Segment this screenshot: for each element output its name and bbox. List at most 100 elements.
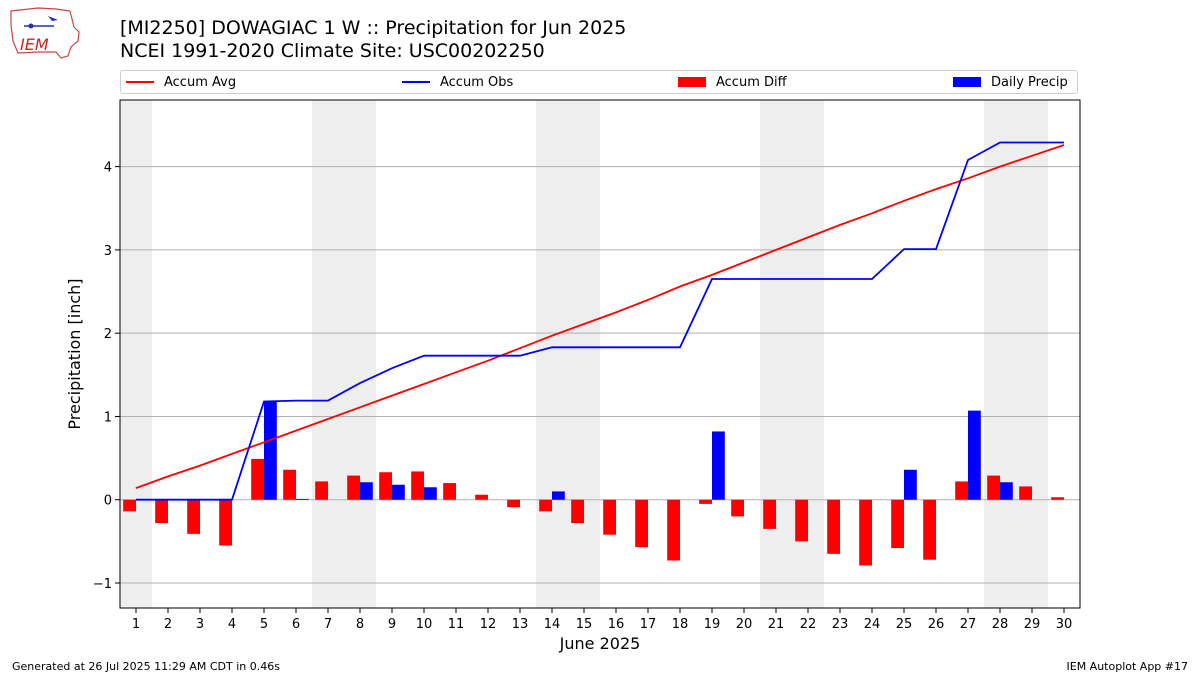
- x-tick-label: 3: [196, 617, 204, 632]
- x-tick-label: 17: [640, 617, 657, 632]
- daily-precip-bar: [392, 484, 405, 500]
- y-axis-ticks: −1 0 1 2 3 4: [93, 161, 120, 592]
- weekend-band: [1016, 100, 1048, 608]
- y-tick-label: 4: [104, 161, 112, 176]
- daily-precip-bar: [424, 487, 437, 500]
- x-tick-label: 18: [672, 617, 689, 632]
- x-tick-label: 7: [324, 617, 332, 632]
- accum-diff-bar: [443, 483, 456, 500]
- daily-precip-bar: [552, 491, 565, 500]
- x-tick-label: 16: [608, 617, 625, 632]
- weekend-band: [568, 100, 600, 608]
- accum-diff-bar: [699, 499, 712, 504]
- accum-diff-bar: [251, 458, 264, 500]
- legend-item-accum-diff: Accum Diff: [678, 74, 787, 92]
- weekend-band: [344, 100, 376, 608]
- x-tick-label: 13: [512, 617, 529, 632]
- x-tick-label: 21: [768, 617, 785, 632]
- x-tick-label: 4: [228, 617, 236, 632]
- x-tick-label: 25: [896, 617, 913, 632]
- legend-label: Accum Avg: [164, 75, 237, 90]
- footer-app: IEM Autoplot App #17: [1066, 660, 1189, 673]
- x-tick-label: 30: [1056, 617, 1073, 632]
- y-tick-label: −1: [93, 577, 112, 592]
- x-tick-label: 5: [260, 617, 268, 632]
- accum-diff-bar: [955, 481, 968, 500]
- y-axis-label: Precipitation [inch]: [65, 278, 84, 429]
- weekend-shading: [120, 100, 1048, 608]
- x-tick-label: 26: [928, 617, 945, 632]
- x-tick-label: 14: [544, 617, 561, 632]
- plot-frame: [119, 99, 1081, 609]
- iem-logo: IEM: [10, 7, 80, 59]
- x-tick-label: 8: [356, 617, 364, 632]
- accum-diff-bar: [571, 499, 584, 524]
- chart-subtitle: NCEI 1991-2020 Climate Site: USC00202250: [120, 40, 545, 62]
- accum-avg-line: [135, 144, 1065, 489]
- accum-diff-bar: [891, 499, 904, 549]
- x-tick-label: 1: [132, 617, 140, 632]
- accum-diff-bar: [987, 475, 1000, 500]
- daily-precip-bar: [264, 401, 277, 500]
- y-tick-label: 3: [104, 244, 112, 259]
- bars: [123, 401, 1064, 566]
- y-tick-label: 2: [104, 327, 112, 342]
- logo-dot: [28, 23, 34, 29]
- accum-diff-bar: [507, 499, 520, 508]
- accum-diff-bar: [347, 475, 360, 500]
- accum-diff-bar: [731, 499, 744, 517]
- weekend-band: [984, 100, 1016, 608]
- x-axis-ticks: 1 2 3 4 5 6 7 8 9 10 11 12 13 14 15 16 17 18 19 20 21 22 23 24 2…: [132, 608, 1072, 632]
- y-tick-label: 1: [104, 410, 112, 425]
- daily-precip-bar: [904, 469, 917, 500]
- legend-swatch-accum-diff: [678, 76, 706, 87]
- daily-precip-bar: [296, 498, 309, 500]
- x-tick-label: 24: [864, 617, 881, 632]
- accum-diff-bar: [411, 471, 424, 500]
- x-tick-label: 12: [480, 617, 497, 632]
- daily-precip-bar: [712, 431, 725, 500]
- weekend-band: [120, 100, 152, 608]
- chart-title: [MI2250] DOWAGIAC 1 W :: Precipitation f…: [120, 17, 627, 39]
- x-axis-label: June 2025: [559, 634, 641, 653]
- accum-diff-bar: [315, 481, 328, 500]
- accum-diff-bar: [123, 499, 136, 512]
- series-lines: [135, 141, 1065, 501]
- accum-diff-bar: [667, 499, 680, 561]
- x-tick-label: 10: [416, 617, 433, 632]
- state-outline-shape: [10, 7, 80, 59]
- x-tick-label: 29: [1024, 617, 1041, 632]
- legend-item-accum-avg: Accum Avg: [126, 74, 236, 92]
- logo-text: IEM: [20, 35, 49, 54]
- accum-diff-bar: [1019, 486, 1032, 500]
- accum-diff-bar: [539, 499, 552, 512]
- x-tick-label: 15: [576, 617, 593, 632]
- legend-label: Daily Precip: [991, 75, 1068, 90]
- accum-diff-bar: [795, 499, 808, 542]
- daily-precip-bar: [968, 410, 981, 500]
- logo-flag: [48, 16, 58, 21]
- x-tick-label: 9: [388, 617, 396, 632]
- x-tick-label: 2: [164, 617, 172, 632]
- accum-diff-bar: [219, 499, 232, 546]
- x-tick-label: 28: [992, 617, 1009, 632]
- x-tick-label: 6: [292, 617, 300, 632]
- legend-label: Accum Diff: [716, 75, 787, 90]
- accum-diff-bar: [475, 494, 488, 500]
- weekend-band: [536, 100, 568, 608]
- y-tick-label: 0: [104, 494, 112, 509]
- weekend-band: [760, 100, 792, 608]
- x-tick-label: 27: [960, 617, 977, 632]
- x-tick-label: 20: [736, 617, 753, 632]
- daily-precip-bar: [1000, 482, 1013, 500]
- legend-swatch-accum-avg: [126, 80, 154, 83]
- weekend-band: [312, 100, 344, 608]
- accum-diff-bar: [923, 499, 936, 560]
- accum-diff-bar: [283, 469, 296, 500]
- accum-diff-bar: [379, 472, 392, 500]
- gridlines: [120, 166, 1080, 584]
- legend-swatch-daily-precip: [953, 76, 981, 87]
- chart-legend: Accum Avg Accum Obs Accum Diff Daily Pre…: [120, 70, 1078, 94]
- accum-diff-bar: [603, 499, 616, 535]
